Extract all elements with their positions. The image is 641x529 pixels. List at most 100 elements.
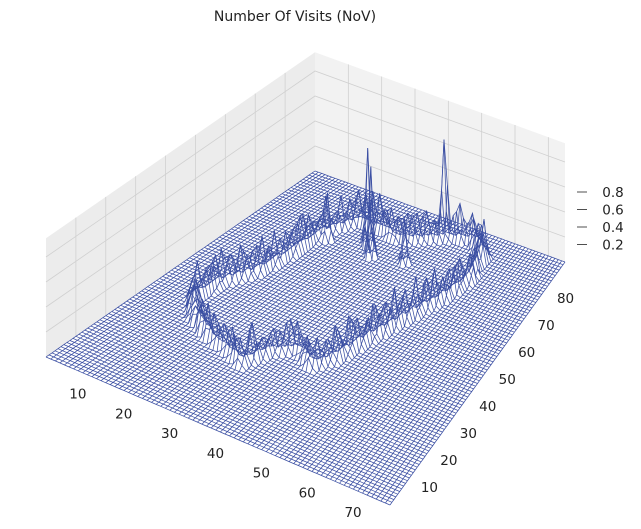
wire-line-y	[228, 230, 509, 341]
wire-line-y	[225, 230, 507, 344]
wire-line-y	[69, 340, 406, 484]
wire-line-y	[270, 195, 536, 303]
y-tick-label: 80	[557, 291, 574, 307]
wire-line-y	[63, 344, 402, 490]
wire-line-y	[234, 223, 513, 336]
wire-line-y	[287, 189, 548, 287]
x-tick-label: 20	[115, 406, 132, 422]
x-tick-label: 30	[161, 426, 178, 442]
wire-line-y	[264, 147, 533, 309]
wire-line-y	[72, 338, 408, 482]
x-tick-label: 40	[207, 446, 224, 462]
wire-line-y	[81, 331, 414, 473]
wire-line-y	[51, 352, 395, 500]
wire-line-y	[75, 335, 410, 479]
wire-line-y	[126, 298, 443, 433]
y-tick-label: 40	[479, 399, 496, 415]
wire-line-y	[48, 354, 393, 503]
wire-line-y	[54, 350, 396, 498]
wire-line-y	[168, 261, 470, 395]
wire-line-y	[249, 216, 523, 322]
wire-line-y	[216, 238, 501, 352]
wire-line-y	[111, 311, 433, 446]
wire-line-y	[177, 248, 476, 387]
wire-line-y	[186, 258, 482, 379]
z-tick-label: 0.2	[602, 238, 623, 254]
wire-line-y	[198, 244, 490, 368]
wire-line-y	[132, 296, 447, 428]
wire-line-y	[299, 180, 556, 276]
z-tick-label: 0.4	[602, 220, 623, 236]
wire-line-y	[90, 325, 420, 465]
wire-line-y	[105, 315, 430, 452]
wire-line-y	[180, 256, 478, 384]
wire-line-y	[87, 327, 418, 468]
wire-line-y	[267, 203, 535, 306]
wire-line-y	[45, 356, 391, 506]
z-tick-label: 0.6	[602, 203, 623, 219]
wire-line-y	[222, 234, 505, 347]
wire-line-y	[305, 176, 560, 271]
wire-line-y	[258, 209, 529, 314]
wire-line-y	[237, 216, 515, 333]
wire-line-y	[108, 313, 431, 449]
grid-line	[45, 70, 566, 258]
wire-line-y	[171, 254, 472, 392]
axis-ticks: 1020304050607010203040506070800.20.40.60…	[69, 185, 623, 521]
wire-line-y	[147, 286, 457, 414]
wire-line-y	[219, 236, 503, 349]
wire-line-y	[138, 292, 451, 422]
wire-line-y	[308, 174, 562, 268]
wire-line-y	[240, 214, 517, 330]
wire-line-y	[210, 242, 498, 357]
grid-line	[45, 145, 566, 333]
wire-line-y	[162, 268, 466, 401]
wire-line-y	[102, 317, 428, 455]
wire-line-y	[278, 195, 542, 295]
wire-line-y	[84, 329, 416, 471]
wire-line-y	[144, 282, 455, 417]
x-tick-label: 70	[344, 505, 361, 521]
wire-line-y	[246, 213, 521, 325]
wire-line-y	[204, 236, 494, 363]
wire-line-y	[261, 195, 531, 311]
y-tick-label: 20	[440, 453, 457, 469]
wire-line-y	[135, 283, 449, 425]
wire-line-y	[192, 250, 486, 374]
grid-line	[45, 95, 566, 283]
wire-line-y	[252, 214, 525, 320]
wire-line-y	[57, 348, 398, 495]
wire-line-y	[96, 321, 424, 460]
y-tick-label: 60	[518, 345, 535, 361]
wire-line-y	[290, 187, 550, 284]
wire-line-y	[165, 265, 468, 398]
y-tick-label: 70	[538, 318, 555, 334]
wire-line-y	[302, 178, 558, 274]
z-tick-label: 0.8	[602, 185, 623, 201]
wire-line-y	[78, 333, 412, 476]
wire-line-y	[93, 323, 422, 463]
y-tick-label: 30	[460, 426, 477, 442]
chart-title: Number Of Visits (NoV)	[214, 9, 376, 25]
wire-line-y	[213, 230, 500, 355]
wire-line-y	[273, 199, 538, 301]
grid-line	[45, 120, 566, 308]
wire-line-y	[255, 166, 527, 317]
wire-line-y	[231, 225, 511, 338]
wire-line-y	[129, 298, 445, 430]
wire-line-y	[117, 307, 437, 441]
y-tick-label: 10	[421, 480, 438, 496]
x-tick-label: 10	[69, 387, 86, 403]
back-pane	[315, 52, 565, 262]
axes-panes	[45, 52, 566, 357]
y-tick-label: 50	[499, 372, 516, 388]
wire-line-y	[201, 246, 492, 365]
x-tick-label: 50	[253, 466, 270, 482]
wire-line-y	[153, 273, 461, 409]
wire-line-y	[311, 172, 564, 266]
wire-line-y	[293, 185, 552, 282]
wire-line-y	[275, 197, 540, 298]
wire-line-y	[296, 139, 554, 279]
wire-line-y	[66, 342, 404, 487]
